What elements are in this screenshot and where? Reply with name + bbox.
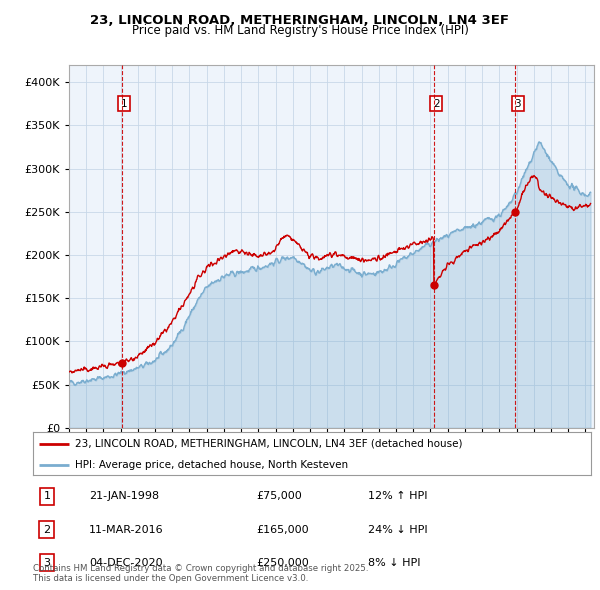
Text: 11-MAR-2016: 11-MAR-2016 [89,525,163,535]
Text: £75,000: £75,000 [256,491,302,502]
Text: £165,000: £165,000 [256,525,309,535]
Text: 24% ↓ HPI: 24% ↓ HPI [368,525,427,535]
Text: 04-DEC-2020: 04-DEC-2020 [89,558,163,568]
Text: 1: 1 [43,491,50,502]
Text: £250,000: £250,000 [256,558,309,568]
Text: 3: 3 [43,558,50,568]
Text: 23, LINCOLN ROAD, METHERINGHAM, LINCOLN, LN4 3EF (detached house): 23, LINCOLN ROAD, METHERINGHAM, LINCOLN,… [75,438,463,448]
Text: 3: 3 [514,99,521,109]
Text: 8% ↓ HPI: 8% ↓ HPI [368,558,421,568]
Text: HPI: Average price, detached house, North Kesteven: HPI: Average price, detached house, Nort… [75,460,348,470]
Text: 23, LINCOLN ROAD, METHERINGHAM, LINCOLN, LN4 3EF: 23, LINCOLN ROAD, METHERINGHAM, LINCOLN,… [91,14,509,27]
Text: 12% ↑ HPI: 12% ↑ HPI [368,491,427,502]
Text: Price paid vs. HM Land Registry's House Price Index (HPI): Price paid vs. HM Land Registry's House … [131,24,469,37]
Text: 2: 2 [433,99,440,109]
Text: 21-JAN-1998: 21-JAN-1998 [89,491,159,502]
Text: 2: 2 [43,525,50,535]
Text: Contains HM Land Registry data © Crown copyright and database right 2025.
This d: Contains HM Land Registry data © Crown c… [33,563,368,583]
Text: 1: 1 [121,99,127,109]
